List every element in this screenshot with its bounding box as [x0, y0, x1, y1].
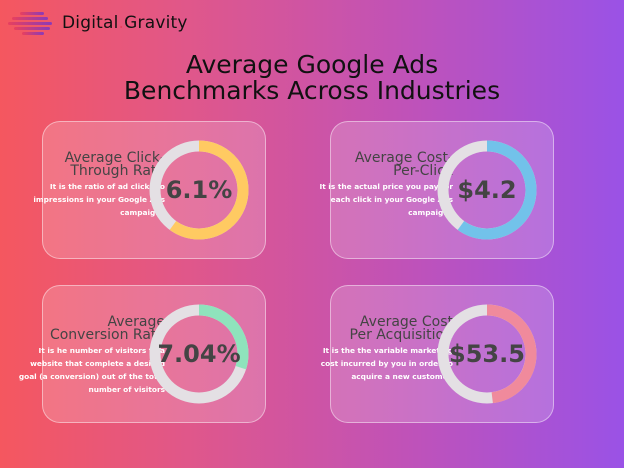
metric-card-cpc: Average Cost- Per-Click It is the actual …: [319, 121, 554, 259]
donut-ring: 6.1%: [147, 138, 251, 242]
metric-title: Average Cost Per Acquisition: [349, 314, 453, 343]
metric-text: Average Click- Through Rate It is the rat…: [15, 150, 165, 219]
brand-logo: Digital.Gravity: [8, 9, 188, 37]
metric-card-conversion-rate: Average Conversion Rate It is he number o…: [19, 285, 266, 423]
metric-text: Average Cost- Per-Click It is the actual …: [303, 150, 453, 219]
metric-value: 7.04%: [157, 340, 241, 368]
metric-card-ctr: Average Click- Through Rate It is the rat…: [33, 121, 266, 259]
metric-value: $4.2: [457, 176, 517, 204]
metric-value: 6.1%: [165, 176, 233, 204]
metric-title: Average Click- Through Rate: [64, 150, 165, 179]
donut-ring: $53.5: [435, 302, 539, 406]
page-title: Average Google Ads Benchmarks Across Indu…: [123, 50, 501, 105]
brand-name: Digital.Gravity: [62, 13, 188, 33]
metric-card-cpa: Average Cost Per Acquisition It is the th…: [321, 285, 554, 423]
metric-title: Average Conversion Rate: [49, 314, 165, 343]
donut-ring: $4.2: [435, 138, 539, 242]
donut-ring: 7.04%: [147, 302, 251, 406]
metric-title: Average Cost- Per-Click: [354, 150, 453, 179]
metric-description: It is the the variable marketing cost in…: [320, 346, 453, 381]
logo-icon: [8, 9, 54, 37]
metric-description: It is the ratio of ad clicks to impressi…: [33, 182, 165, 217]
metric-value: $53.5: [449, 340, 525, 368]
metric-description: It is he number of visitors to a website…: [18, 346, 165, 394]
metric-text: Average Conversion Rate It is he number o…: [15, 314, 165, 396]
metric-description: It is the actual price you pay for each …: [319, 182, 453, 217]
metric-text: Average Cost Per Acquisition It is the th…: [303, 314, 453, 383]
